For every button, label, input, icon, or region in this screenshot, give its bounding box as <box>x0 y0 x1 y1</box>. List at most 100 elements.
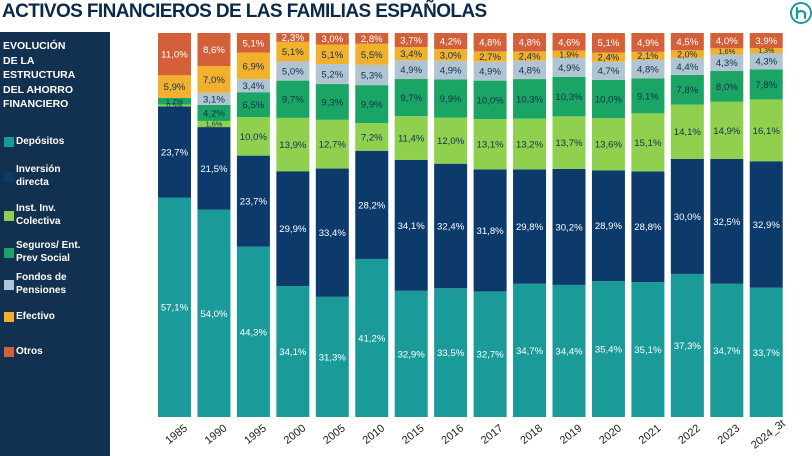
bar-segment <box>394 60 428 80</box>
bar-segment <box>434 163 468 289</box>
bar-segment <box>473 51 507 62</box>
data-label: 35,1% <box>634 345 662 356</box>
data-label: 9,9% <box>361 100 383 111</box>
legend-label: Inst. Inv. Colectiva <box>16 203 60 228</box>
data-label: 16,1% <box>753 126 781 137</box>
bar-segment <box>591 118 625 171</box>
legend-label: Otros <box>16 346 43 359</box>
data-label: 12,0% <box>437 136 465 147</box>
legend-label-line: Otros <box>16 346 43 357</box>
bar-segment <box>552 168 586 285</box>
bar-segment <box>552 76 586 117</box>
bar-segment <box>394 79 428 117</box>
data-label: 34,1% <box>279 347 307 358</box>
bar-segment <box>236 92 270 118</box>
bar-segment <box>315 84 349 120</box>
bar-segment <box>276 61 310 81</box>
bar-segment <box>473 33 507 52</box>
bar-segment <box>513 169 547 284</box>
legend-label-line: Pensiones <box>16 284 67 296</box>
bar-segment <box>315 44 349 65</box>
data-label: 34,7% <box>516 346 544 357</box>
bar-segment <box>276 33 310 42</box>
data-label: 32,4% <box>437 221 465 232</box>
data-label: 13,7% <box>555 138 583 149</box>
sidebar-heading-line: DE LA <box>3 54 35 67</box>
bar-segment <box>197 104 231 121</box>
data-label: 4,8% <box>637 65 659 76</box>
bar-segment <box>315 33 349 45</box>
data-label: 2,8% <box>361 34 383 45</box>
bar-segment <box>710 101 744 159</box>
data-label: 29,8% <box>516 222 544 233</box>
legend-label: Fondos de Pensiones <box>16 272 67 297</box>
bar-segment <box>158 197 191 417</box>
bar-segment <box>473 169 507 292</box>
bar-segment <box>749 33 783 48</box>
bar-segment <box>236 79 270 93</box>
bar-segment <box>591 33 625 53</box>
data-label: 57,1% <box>161 303 189 314</box>
bar-segment <box>158 97 191 105</box>
bar-segment <box>473 61 507 81</box>
data-label: 14,9% <box>713 126 741 137</box>
bar-segment <box>236 117 270 156</box>
x-tick-label: 2016 <box>439 422 466 447</box>
bar-segment <box>434 60 468 80</box>
data-label: 2,3% <box>281 33 304 44</box>
bar-segment <box>197 127 231 210</box>
data-label: 4,3% <box>716 58 738 69</box>
x-tick-label: 2017 <box>479 422 506 447</box>
legend-label-line: directa <box>16 176 49 188</box>
bar-segment <box>434 49 468 61</box>
x-tick-label: 1990 <box>203 422 230 447</box>
data-label: 4,2% <box>440 37 462 48</box>
legend-label-line: Inversión <box>16 164 61 175</box>
bar-segment <box>197 120 231 128</box>
data-label: 0,5% <box>167 103 183 110</box>
data-label: 5,1% <box>598 38 620 49</box>
data-label: 2,7% <box>479 52 501 63</box>
bar-segment <box>394 33 428 48</box>
bar-segment <box>158 106 191 198</box>
bar-segment <box>749 287 783 417</box>
bar-segment <box>513 283 547 417</box>
legend-swatch <box>4 137 14 148</box>
data-label: 10,0% <box>595 94 623 105</box>
bar-segment <box>670 158 704 274</box>
data-label: 21,5% <box>200 164 228 175</box>
bar-segment <box>394 290 428 417</box>
bar-segment <box>591 61 625 80</box>
data-label: 5,3% <box>361 70 383 81</box>
data-label: 54,0% <box>200 309 228 320</box>
bar-segment <box>315 296 349 417</box>
data-label: 13,6% <box>595 140 623 151</box>
bar-segment <box>591 52 625 62</box>
bar-segment <box>631 171 665 283</box>
bar-segment <box>434 288 468 417</box>
bar-segment <box>591 281 625 417</box>
legend-swatch <box>4 279 14 290</box>
legend-label-line: Prev Social <box>16 252 70 264</box>
data-label: 5,9% <box>164 82 186 93</box>
data-label: 2,0% <box>677 49 697 59</box>
data-label: 6,5% <box>242 100 264 111</box>
data-label: 34,4% <box>555 346 583 357</box>
data-label: 32,9% <box>398 349 426 360</box>
bar-segment <box>670 50 704 58</box>
bar-segment <box>670 104 704 159</box>
bar-segment <box>236 33 270 53</box>
data-label: 7,8% <box>755 80 777 91</box>
bar-segment <box>355 150 389 259</box>
data-label: 9,9% <box>440 94 462 105</box>
data-label: 3,4% <box>400 49 422 60</box>
bar-segment <box>158 33 191 76</box>
data-label: 1,6% <box>718 47 735 56</box>
bar-segment <box>710 158 744 284</box>
bar-segment <box>749 161 783 288</box>
bar-segment <box>552 50 586 58</box>
data-label: 14,1% <box>674 127 702 138</box>
data-label: 9,1% <box>637 91 659 102</box>
data-label: 29,9% <box>279 224 307 235</box>
data-label: 4,6% <box>558 37 580 48</box>
